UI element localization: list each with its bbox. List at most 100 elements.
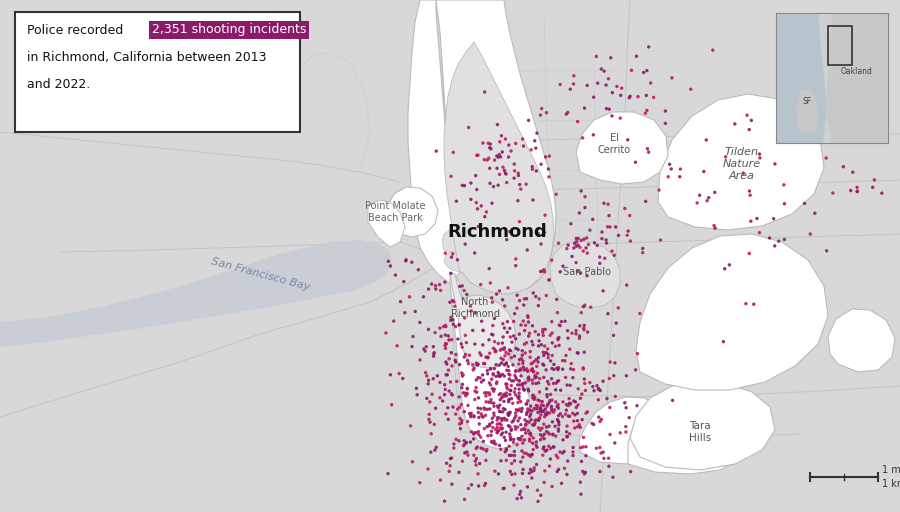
Point xyxy=(465,361,480,369)
Point xyxy=(383,262,398,270)
Point xyxy=(536,451,550,459)
Point xyxy=(846,168,860,176)
Point xyxy=(512,376,526,385)
Point xyxy=(518,425,532,434)
Point xyxy=(427,349,441,357)
Point xyxy=(514,372,528,380)
Point xyxy=(624,237,638,245)
Point xyxy=(528,292,543,301)
Point xyxy=(486,370,500,378)
Point xyxy=(549,451,563,459)
Point xyxy=(601,75,616,83)
Polygon shape xyxy=(387,187,438,237)
Point xyxy=(504,395,518,403)
Point xyxy=(469,461,483,469)
Point xyxy=(484,438,499,446)
Point xyxy=(516,465,530,474)
Point xyxy=(471,373,485,381)
Point xyxy=(487,399,501,408)
Point xyxy=(549,432,563,440)
Point xyxy=(538,405,553,413)
Point xyxy=(523,465,537,474)
Point xyxy=(452,437,466,445)
Point xyxy=(442,355,456,363)
Point xyxy=(556,262,571,270)
Point xyxy=(531,396,545,404)
Point xyxy=(536,360,550,368)
Point xyxy=(438,358,453,366)
Point xyxy=(500,179,514,187)
Point xyxy=(473,281,488,289)
Point xyxy=(536,373,551,381)
Point xyxy=(500,366,514,374)
Point xyxy=(571,423,585,431)
Point xyxy=(508,388,522,396)
Point xyxy=(531,354,545,362)
Point xyxy=(529,373,544,381)
Point xyxy=(510,398,525,407)
Point xyxy=(429,147,444,155)
Point xyxy=(512,405,526,413)
Point xyxy=(518,340,532,348)
Point xyxy=(542,398,556,407)
Point xyxy=(549,190,563,199)
Point xyxy=(482,265,497,273)
Point xyxy=(508,457,522,465)
Point xyxy=(567,239,581,247)
Point xyxy=(497,433,511,441)
Point xyxy=(467,451,482,459)
Point xyxy=(542,173,556,181)
Point xyxy=(578,203,592,211)
Point xyxy=(531,409,545,417)
Text: 1 km: 1 km xyxy=(882,479,900,489)
Point xyxy=(611,304,625,312)
Point xyxy=(593,467,608,476)
Point xyxy=(521,385,535,393)
Point xyxy=(502,346,517,354)
Point xyxy=(439,459,454,467)
Point xyxy=(497,166,511,175)
Point xyxy=(493,389,508,397)
Point xyxy=(502,227,517,236)
Point xyxy=(458,350,473,358)
Point xyxy=(552,404,566,412)
Point xyxy=(482,139,496,147)
Point xyxy=(478,479,492,487)
Point xyxy=(533,404,547,412)
Point xyxy=(500,385,515,393)
Point xyxy=(542,442,556,451)
Point xyxy=(542,276,556,284)
Point xyxy=(541,400,555,409)
Point xyxy=(742,125,756,134)
Point xyxy=(473,433,488,441)
Point xyxy=(646,93,661,101)
Point xyxy=(597,199,611,207)
Point xyxy=(527,404,542,413)
Point xyxy=(511,172,526,180)
Point xyxy=(502,451,517,459)
Point xyxy=(516,439,530,447)
Point xyxy=(438,339,453,348)
Point xyxy=(509,406,524,414)
Point xyxy=(563,365,578,373)
Point xyxy=(575,390,590,398)
Point xyxy=(526,421,540,429)
Point xyxy=(580,271,594,280)
Point xyxy=(458,389,473,397)
Point xyxy=(508,452,522,460)
Point xyxy=(538,410,553,418)
Point xyxy=(456,389,471,397)
Point xyxy=(443,298,457,306)
Point xyxy=(836,163,850,171)
Point xyxy=(625,66,639,74)
Point xyxy=(512,389,526,397)
Point xyxy=(481,432,495,440)
Point xyxy=(508,385,522,393)
Point xyxy=(514,494,528,502)
Point xyxy=(519,180,534,188)
Point xyxy=(569,403,583,412)
Point xyxy=(428,404,443,412)
Point xyxy=(445,253,459,261)
Point xyxy=(547,406,562,414)
Point xyxy=(493,346,508,354)
